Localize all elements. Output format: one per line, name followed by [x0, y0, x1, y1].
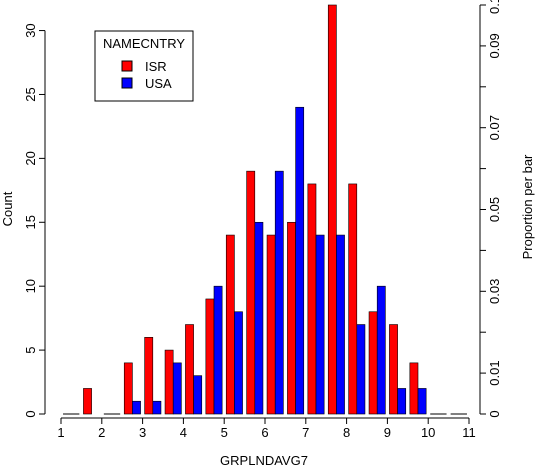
- y-axis-count: 0 5 10 15 20 25 30: [23, 23, 46, 418]
- x-tick-label-11: 11: [462, 425, 476, 440]
- y-tick-label-5: 5: [23, 346, 38, 353]
- y2-tick-label-0.01: 0.01: [487, 360, 502, 385]
- y2-tick-label-0.1: 0.1: [487, 0, 502, 14]
- bar-usa-4: [193, 375, 203, 415]
- x-tick-label-7: 7: [302, 425, 309, 440]
- bar-usa-4.5: [213, 285, 223, 415]
- y-tick-label-0: 0: [23, 410, 38, 417]
- legend: NAMECNTRY ISR USA: [94, 30, 194, 102]
- bar-usa-9: [397, 388, 407, 415]
- bar-usa-3: [152, 400, 162, 415]
- y2-axis-label: Proportion per bar: [520, 154, 535, 259]
- bar-isr-9: [389, 324, 398, 415]
- x-tick-label-8: 8: [343, 425, 350, 440]
- bar-isr-8: [348, 183, 358, 415]
- bar-usa-7: [315, 234, 325, 415]
- x-tick-label-1: 1: [57, 425, 64, 440]
- bar-usa-6.5: [295, 106, 305, 415]
- bar-usa-8: [356, 324, 366, 415]
- bar-usa-8.5: [376, 285, 386, 415]
- bar-isr-8.5: [368, 311, 378, 415]
- bar-usa-5.5: [254, 221, 264, 415]
- bar-isr-7: [307, 183, 317, 415]
- x-tick-label-4: 4: [180, 425, 187, 440]
- legend-title: NAMECNTRY: [103, 36, 185, 51]
- y-axis-label: Count: [0, 191, 15, 226]
- x-tick-label-9: 9: [384, 425, 391, 440]
- bar-usa-2.5: [132, 400, 141, 415]
- bar-usa-3.5: [172, 362, 182, 415]
- bar-usa-7.5: [336, 234, 345, 415]
- bar-isr-5: [225, 234, 235, 415]
- x-axis: 1 2 3 4 5 6 7 8 9 10 11: [57, 417, 476, 440]
- bar-isr-4.5: [205, 298, 215, 415]
- legend-swatch-isr: [121, 60, 133, 72]
- bar-isr-5.5: [246, 170, 256, 415]
- bar-isr-9.5: [409, 362, 419, 415]
- x-tick-label-6: 6: [261, 425, 268, 440]
- legend-label-usa: USA: [145, 76, 172, 91]
- y-tick-label-20: 20: [23, 151, 38, 165]
- bar-usa-5: [234, 311, 243, 415]
- bar-isr-6: [266, 234, 276, 415]
- bars-group: [83, 4, 427, 415]
- x-tick-label-3: 3: [139, 425, 146, 440]
- y-axis-proportion: 0 0.01 0.03 0.05 0.07 0.09 0.1: [479, 0, 502, 418]
- y2-tick-label-0.09: 0.09: [487, 33, 502, 58]
- bar-isr-1.5: [83, 388, 92, 415]
- y-tick-label-30: 30: [23, 23, 38, 37]
- x-tick-label-5: 5: [221, 425, 228, 440]
- bar-isr-7.5: [327, 4, 337, 415]
- y2-tick-label-0.07: 0.07: [487, 115, 502, 140]
- y-tick-label-15: 15: [23, 215, 38, 229]
- y-tick-label-10: 10: [23, 279, 38, 293]
- bar-usa-6: [274, 170, 284, 415]
- bar-isr-2.5: [123, 362, 133, 415]
- bar-isr-3.5: [164, 349, 174, 415]
- x-tick-label-10: 10: [421, 425, 435, 440]
- legend-swatch-usa: [121, 77, 133, 89]
- y2-tick-label-0: 0: [487, 410, 502, 417]
- x-axis-label: GRPLNDAVG7: [220, 453, 308, 468]
- bar-isr-4: [185, 324, 194, 415]
- bar-isr-3: [144, 337, 154, 415]
- legend-box: [94, 30, 194, 102]
- bar-usa-9.5: [417, 388, 427, 415]
- legend-label-isr: ISR: [145, 59, 167, 74]
- y-tick-label-25: 25: [23, 87, 38, 101]
- bar-isr-6.5: [287, 221, 296, 415]
- x-tick-label-2: 2: [98, 425, 105, 440]
- y2-tick-label-0.03: 0.03: [487, 279, 502, 304]
- y2-tick-label-0.05: 0.05: [487, 197, 502, 222]
